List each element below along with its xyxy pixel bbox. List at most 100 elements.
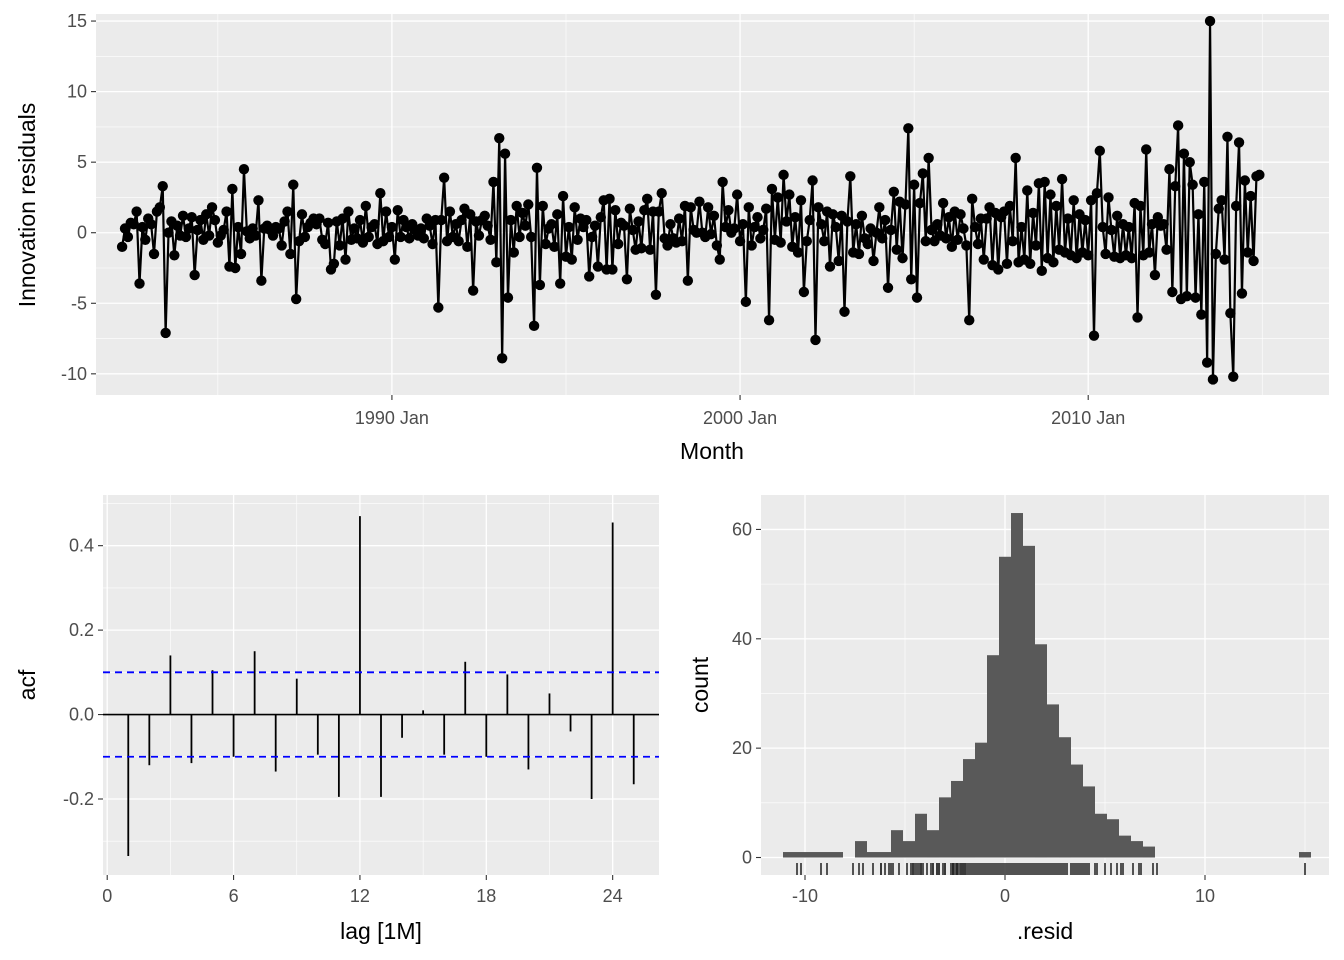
residual-point [618,220,630,231]
residual-point [218,224,229,236]
residual-point [1181,291,1193,302]
residuals-y-tick-label: -10 [61,364,87,384]
residual-point [972,238,984,250]
acf-x-axis-title: lag [1M] [340,918,422,944]
residual-point [685,202,696,213]
residual-point [180,231,192,243]
residual-point [1143,247,1155,258]
acf-axes: -0.2 0.0 0.2 0.4 0 6 12 18 24 [63,536,623,906]
residual-point [824,261,836,272]
residual-point [276,240,287,251]
histogram-x-tick-label: 10 [1195,886,1215,906]
residual-point [610,204,621,216]
histogram-bar [783,852,795,858]
residuals-histogram: 0 20 40 60 -10 0 10 .resid count [687,495,1329,944]
residual-point [586,231,598,243]
residual-point [467,285,479,296]
histogram-bar [1119,835,1131,858]
residual-point [760,203,772,214]
residual-point [1004,200,1016,212]
residual-point [319,238,331,250]
residual-point [784,189,795,200]
residual-point [569,202,580,213]
residual-point [940,233,952,244]
residual-point [505,214,517,226]
residuals-y-tick-label: 0 [77,223,87,243]
residual-point [961,240,972,251]
residual-point [978,254,989,265]
residual-point [1193,209,1204,220]
residuals-x-tick-label: 1990 Jan [355,408,429,428]
residual-point [633,216,644,227]
residuals-y-tick-label: 5 [77,152,87,172]
histogram-bar [807,852,819,858]
residual-point [642,193,653,205]
residual-point [473,230,485,241]
histogram-y-tick-label: 40 [732,629,752,649]
histogram-bar [1083,786,1095,858]
residual-point [937,197,949,209]
residual-point [549,241,560,253]
residual-point [911,292,923,303]
residual-point [552,209,563,220]
residual-point [189,269,200,281]
residual-point [1091,188,1103,199]
residual-point [1236,288,1248,299]
residual-point [755,233,766,244]
residual-point [1016,221,1027,233]
residual-point [1201,357,1213,368]
residual-point [479,210,490,221]
histogram-bar [1047,704,1059,858]
residual-point [842,216,853,227]
residual-point [1048,257,1059,268]
acf-panel-background [103,495,659,875]
residual-point [1062,213,1074,224]
acf-x-tick-label: 12 [350,886,370,906]
residual-point [285,248,296,260]
residual-point [827,209,839,220]
residual-point [946,241,958,253]
residual-point [337,213,348,224]
residual-point [230,262,241,274]
residual-point [981,213,992,224]
acf-y-axis-title: acf [14,669,40,700]
residual-point [656,188,667,199]
residual-point [1056,173,1068,185]
residual-point [172,220,183,231]
histogram-x-axis-title: .resid [1017,918,1073,944]
residual-point [729,223,740,234]
residual-point [290,293,302,305]
residual-point [404,233,415,244]
residual-point [581,214,592,226]
histogram-bar [1059,737,1071,858]
residual-point [702,202,714,213]
residual-point [1248,255,1259,267]
residual-point [737,219,749,230]
residual-point [438,172,450,183]
residual-point [177,210,189,221]
residual-point [1088,330,1100,341]
acf-x-tick-label: 6 [229,886,239,906]
histogram-x-tick-label: 0 [1000,886,1010,906]
residual-point [1196,309,1207,320]
residual-point [482,220,493,231]
residual-point [256,275,267,286]
histogram-bar [927,830,939,858]
histogram-bar [903,841,915,858]
residual-point [383,231,395,243]
residual-point [1100,248,1111,260]
histogram-bar [1095,813,1107,858]
residual-point [816,219,827,230]
residual-point [966,193,978,205]
residual-point [1097,221,1108,233]
residual-point [523,199,534,210]
residual-point [1146,219,1158,230]
histogram-bar [1299,852,1311,858]
residual-point [1039,176,1050,188]
residual-point [1083,250,1094,261]
residual-point [853,248,865,260]
residual-point [360,200,372,212]
residual-point [203,230,215,241]
residual-point [140,234,151,245]
residuals-y-tick-label: 15 [67,11,87,31]
